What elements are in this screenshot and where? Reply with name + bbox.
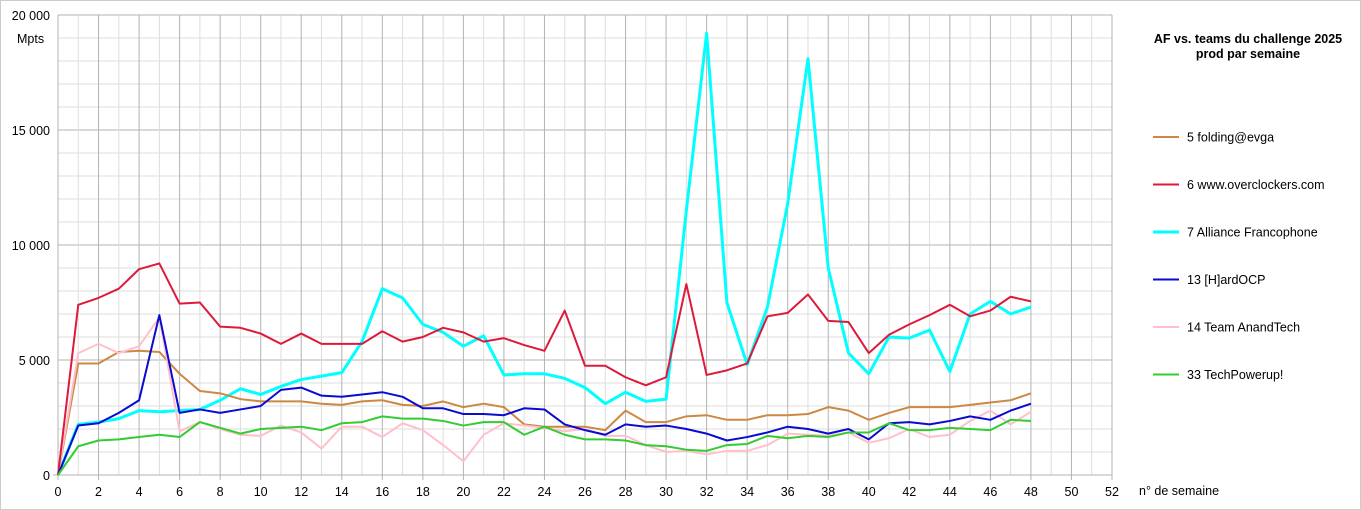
chart-title: AF vs. teams du challenge 2025: [1154, 32, 1342, 46]
x-axis-label: n° de semaine: [1139, 484, 1219, 498]
x-tick-label: 2: [95, 485, 102, 499]
grid: [57, 14, 1113, 476]
y-tick-label: 20 000: [12, 9, 50, 23]
y-tick-label: 5 000: [19, 354, 50, 368]
legend-label: 14 Team AnandTech: [1187, 321, 1300, 335]
x-tick-label: 38: [821, 485, 835, 499]
x-tick-label: 24: [538, 485, 552, 499]
x-tick-label: 20: [456, 485, 470, 499]
y-axis-label: Mpts: [17, 32, 44, 46]
legend-label: 13 [H]ardOCP: [1187, 273, 1266, 287]
x-tick-label: 28: [619, 485, 633, 499]
y-tick-label: 10 000: [12, 239, 50, 253]
x-tick-label: 40: [862, 485, 876, 499]
x-tick-label: 4: [136, 485, 143, 499]
x-tick-label: 6: [176, 485, 183, 499]
legend-label: 33 TechPowerup!: [1187, 368, 1283, 382]
y-tick-label: 15 000: [12, 124, 50, 138]
x-tick-label: 50: [1065, 485, 1079, 499]
legend-label: 7 Alliance Francophone: [1187, 226, 1318, 240]
series-lines: [56, 31, 1032, 476]
y-tick-label: 0: [43, 469, 50, 483]
x-tick-label: 14: [335, 485, 349, 499]
x-tick-label: 0: [55, 485, 62, 499]
series-line-2: [56, 31, 1032, 476]
x-tick-label: 46: [983, 485, 997, 499]
x-tick-label: 44: [943, 485, 957, 499]
series-line-5: [57, 415, 1031, 476]
legend-label: 5 folding@evga: [1187, 131, 1274, 145]
x-tick-label: 18: [416, 485, 430, 499]
x-tick-label: 16: [375, 485, 389, 499]
series-line-3: [57, 314, 1032, 476]
chart-subtitle: prod par semaine: [1196, 47, 1300, 61]
x-tick-label: 52: [1105, 485, 1119, 499]
legend: 5 folding@evga 6 www.overclockers.com 7 Al…: [1153, 131, 1325, 382]
x-tick-label: 8: [217, 485, 224, 499]
x-tick-label: 36: [781, 485, 795, 499]
x-tick-label: 22: [497, 485, 511, 499]
x-tick-label: 30: [659, 485, 673, 499]
x-tick-label: 34: [740, 485, 754, 499]
x-tick-label: 42: [902, 485, 916, 499]
x-tick-label: 48: [1024, 485, 1038, 499]
series-line-4: [57, 316, 1032, 476]
series-line-1: [57, 262, 1032, 476]
x-tick-label: 32: [700, 485, 714, 499]
legend-label: 6 www.overclockers.com: [1187, 178, 1325, 192]
x-tick-label: 12: [294, 485, 308, 499]
x-tick-label: 10: [254, 485, 268, 499]
x-tick-label: 26: [578, 485, 592, 499]
